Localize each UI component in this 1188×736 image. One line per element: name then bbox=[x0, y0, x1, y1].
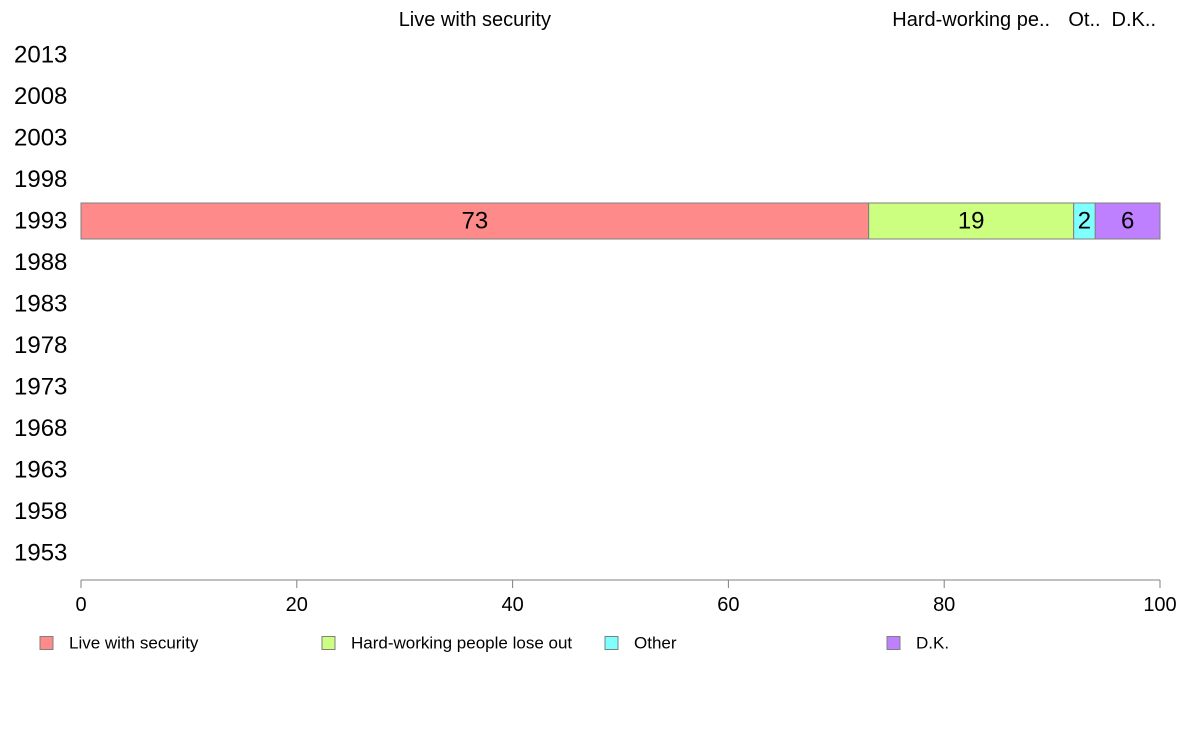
legend-swatch bbox=[321, 636, 336, 650]
x-tick-label: 0 bbox=[75, 594, 86, 616]
y-tick-label: 1963 bbox=[14, 457, 67, 484]
bar-value-label: 73 bbox=[461, 208, 488, 235]
x-tick-label: 40 bbox=[501, 594, 523, 616]
legend: Live with security Hard-working people lo… bbox=[39, 634, 949, 653]
series-header-label: Hard-working pe.. bbox=[892, 9, 1050, 31]
x-axis: 0 20 40 60 80 100 bbox=[75, 579, 1177, 616]
legend-label: Other bbox=[634, 634, 677, 653]
legend-swatch bbox=[39, 636, 54, 650]
x-tick-label: 100 bbox=[1143, 594, 1176, 616]
y-tick-label: 1953 bbox=[14, 540, 67, 567]
y-axis-labels: 2013 2008 2003 1998 1993 1988 1983 1978 1973 1968… bbox=[14, 42, 67, 567]
bar-value-label: 6 bbox=[1121, 208, 1134, 235]
y-tick-label: 1988 bbox=[14, 249, 67, 276]
bars: 73 19 2 6 bbox=[80, 202, 1161, 240]
bar-segment bbox=[868, 202, 1075, 240]
y-tick-label: 1958 bbox=[14, 498, 67, 525]
legend-swatch bbox=[886, 636, 901, 650]
y-tick-label: 1983 bbox=[14, 291, 67, 318]
bar-value-label: 19 bbox=[958, 208, 985, 235]
y-tick-label: 2008 bbox=[14, 83, 67, 110]
legend-swatch bbox=[604, 636, 619, 650]
bar-value-label: 2 bbox=[1078, 208, 1091, 235]
bar-segment bbox=[80, 202, 870, 240]
legend-label: D.K. bbox=[916, 634, 949, 653]
y-tick-label: 1973 bbox=[14, 374, 67, 401]
legend-label: Hard-working people lose out bbox=[351, 634, 572, 653]
y-tick-label: 1968 bbox=[14, 415, 67, 442]
y-tick-label: 1998 bbox=[14, 166, 67, 193]
series-header-labels: Live with security Hard-working pe.. Ot.. D… bbox=[399, 9, 1156, 31]
legend-label: Live with security bbox=[69, 634, 199, 653]
y-tick-label: 2003 bbox=[14, 125, 67, 152]
x-tick-label: 20 bbox=[286, 594, 308, 616]
y-tick-label: 1993 bbox=[14, 208, 67, 235]
x-tick-label: 80 bbox=[933, 594, 955, 616]
y-tick-label: 1978 bbox=[14, 332, 67, 359]
series-header-label: Ot.. bbox=[1068, 9, 1100, 31]
x-tick-label: 60 bbox=[717, 594, 739, 616]
series-header-label: Live with security bbox=[399, 9, 551, 31]
series-header-label: D.K.. bbox=[1112, 9, 1156, 31]
y-tick-label: 2013 bbox=[14, 42, 67, 69]
bar-segment bbox=[1094, 202, 1161, 240]
